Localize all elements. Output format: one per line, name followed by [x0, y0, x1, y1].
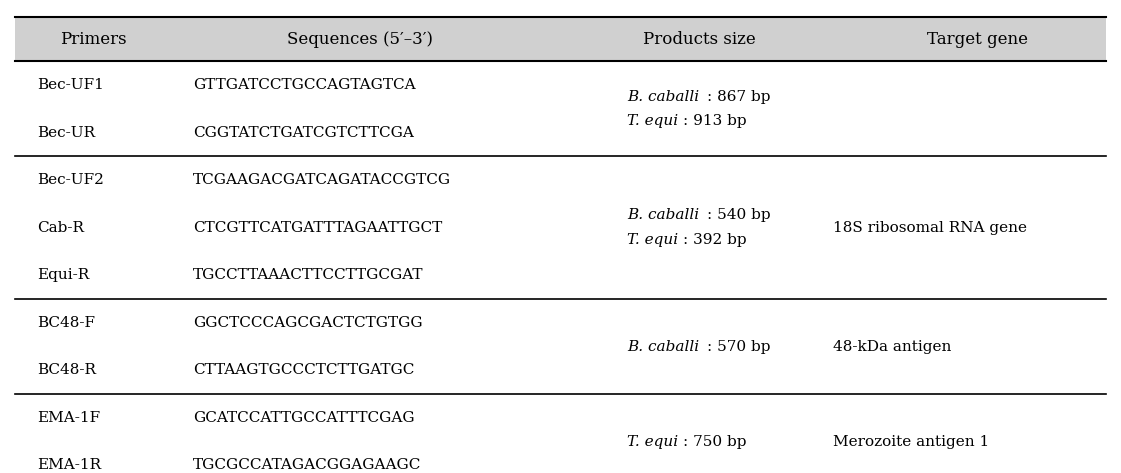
Text: CTCGTTCATGATTTAGAATTGCT: CTCGTTCATGATTTAGAATTGCT — [193, 221, 443, 235]
Text: B. caballi: B. caballi — [628, 209, 700, 222]
Text: TCGAAGACGATCAGATACCGTCG: TCGAAGACGATCAGATACCGTCG — [193, 173, 452, 187]
Text: Bec-UF2: Bec-UF2 — [37, 173, 104, 187]
Bar — [16, 18, 1105, 61]
Text: 48-kDa antigen: 48-kDa antigen — [833, 340, 952, 354]
Text: T. equi: T. equi — [628, 114, 678, 128]
Text: B. caballi: B. caballi — [628, 340, 700, 354]
Text: GTTGATCCTGCCAGTAGTCA: GTTGATCCTGCCAGTAGTCA — [193, 78, 416, 92]
Text: : 867 bp: : 867 bp — [707, 89, 771, 104]
Text: Products size: Products size — [643, 31, 756, 48]
Text: EMA-1F: EMA-1F — [37, 411, 101, 425]
Text: 18S ribosomal RNA gene: 18S ribosomal RNA gene — [833, 221, 1027, 235]
Text: CGGTATCTGATCGTCTTCGA: CGGTATCTGATCGTCTTCGA — [193, 126, 414, 140]
Text: T. equi: T. equi — [628, 233, 678, 247]
Text: : 570 bp: : 570 bp — [707, 340, 771, 354]
Text: Target gene: Target gene — [927, 31, 1028, 48]
Text: Bec-UF1: Bec-UF1 — [37, 78, 104, 92]
Text: CTTAAGTGCCCTCTTGATGC: CTTAAGTGCCCTCTTGATGC — [193, 363, 415, 377]
Text: Bec-UR: Bec-UR — [37, 126, 95, 140]
Text: : 913 bp: : 913 bp — [684, 114, 747, 128]
Text: TGCGCCATAGACGGAGAAGC: TGCGCCATAGACGGAGAAGC — [193, 458, 421, 473]
Text: : 750 bp: : 750 bp — [684, 435, 747, 449]
Text: Merozoite antigen 1: Merozoite antigen 1 — [833, 435, 990, 449]
Text: EMA-1R: EMA-1R — [37, 458, 102, 473]
Text: BC48-F: BC48-F — [37, 316, 95, 330]
Text: B. caballi: B. caballi — [628, 89, 700, 104]
Text: T. equi: T. equi — [628, 435, 678, 449]
Text: TGCCTTAAACTTCCTTGCGAT: TGCCTTAAACTTCCTTGCGAT — [193, 268, 424, 282]
Text: : 392 bp: : 392 bp — [684, 233, 747, 247]
Text: GGCTCCCAGCGACTCTGTGG: GGCTCCCAGCGACTCTGTGG — [193, 316, 423, 330]
Text: GCATCCATTGCCATTTCGAG: GCATCCATTGCCATTTCGAG — [193, 411, 415, 425]
Text: BC48-R: BC48-R — [37, 363, 96, 377]
Text: Primers: Primers — [59, 31, 127, 48]
Text: Equi-R: Equi-R — [37, 268, 90, 282]
Text: Sequences (5′–3′): Sequences (5′–3′) — [287, 31, 433, 48]
Text: : 540 bp: : 540 bp — [707, 209, 771, 222]
Text: Cab-R: Cab-R — [37, 221, 84, 235]
